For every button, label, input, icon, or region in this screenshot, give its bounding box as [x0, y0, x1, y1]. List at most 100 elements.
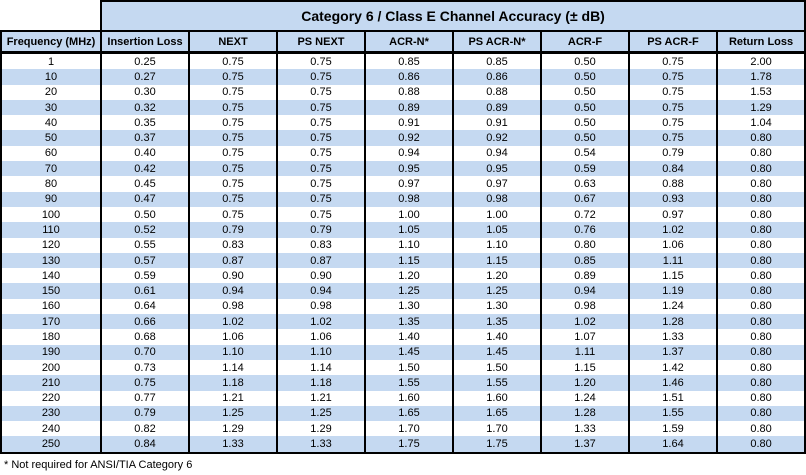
table-cell: 1.02 [188, 314, 278, 330]
table-cell: 0.72 [540, 206, 630, 223]
table-cell: 1.18 [276, 375, 366, 391]
table-cell: 0.35 [100, 115, 190, 131]
table-cell: 1.15 [540, 359, 630, 376]
column-header-ps-acr-n: PS ACR-N* [452, 30, 542, 54]
column-header-acr-n: ACR-N* [364, 30, 454, 54]
table-cell: 0.94 [452, 145, 542, 162]
table-cell: 0.50 [540, 115, 630, 131]
table-cell: 1.33 [188, 436, 278, 454]
table-cell: 1.64 [628, 436, 718, 454]
frequency-cell: 80 [0, 176, 102, 192]
frequency-cell: 150 [0, 283, 102, 299]
table-cell: 0.82 [100, 421, 190, 437]
table-cell: 1.78 [715, 69, 806, 85]
table-cell: 0.88 [452, 84, 542, 100]
table-row: 10 0.27 0.75 0.75 0.86 0.86 0.50 0.75 1.78 [0, 69, 806, 85]
table-cell: 1.29 [715, 99, 806, 116]
table-cell: 0.59 [540, 161, 630, 177]
table-cell: 1.55 [628, 405, 718, 422]
table-row: 190 0.70 1.10 1.10 1.45 1.45 1.11 1.37 0.80 [0, 344, 806, 360]
table-cell: 0.75 [188, 206, 278, 223]
table-cell: 0.75 [628, 69, 718, 85]
table-cell: 0.75 [276, 191, 366, 207]
table-cell: 0.79 [628, 145, 718, 162]
table-cell: 0.87 [276, 252, 366, 269]
frequency-cell: 110 [0, 222, 102, 238]
table-cell: 0.75 [276, 115, 366, 131]
table-cell: 1.25 [452, 283, 542, 299]
table-cell: 1.14 [188, 359, 278, 376]
table-cell: 0.92 [452, 130, 542, 146]
table-cell: 0.79 [188, 222, 278, 238]
table-cell: 1.20 [540, 375, 630, 391]
table-row: 130 0.57 0.87 0.87 1.15 1.15 0.85 1.11 0.80 [0, 252, 806, 269]
table-cell: 1.33 [628, 329, 718, 345]
table-cell: 0.86 [452, 69, 542, 85]
frequency-cell: 20 [0, 84, 102, 100]
table-row: 1 0.25 0.75 0.75 0.85 0.85 0.50 0.75 2.00 [0, 52, 806, 70]
table-cell: 1.07 [540, 329, 630, 345]
table-cell: 0.75 [276, 176, 366, 192]
table-cell: 0.27 [100, 69, 190, 85]
table-cell: 1.11 [540, 344, 630, 360]
table-cell: 1.10 [364, 237, 454, 253]
table-row: 120 0.55 0.83 0.83 1.10 1.10 0.80 1.06 0.80 [0, 237, 806, 253]
table-cell: 0.75 [628, 130, 718, 146]
table-cell: 1.15 [628, 268, 718, 284]
frequency-cell: 130 [0, 252, 102, 269]
table-cell: 0.55 [100, 237, 190, 253]
column-header-frequency-mhz: Frequency (MHz) [0, 30, 102, 54]
table-cell: 1.10 [276, 344, 366, 360]
table-cell: 0.98 [452, 191, 542, 207]
table-row: 180 0.68 1.06 1.06 1.40 1.40 1.07 1.33 0.80 [0, 329, 806, 345]
table-cell: 1.60 [452, 390, 542, 406]
frequency-cell: 240 [0, 421, 102, 437]
table-cell: 1.59 [628, 421, 718, 437]
column-header-ps-next: PS NEXT [276, 30, 366, 54]
table-row: 110 0.52 0.79 0.79 1.05 1.05 0.76 1.02 0.80 [0, 222, 806, 238]
table-cell: 0.54 [540, 145, 630, 162]
table-cell: 0.70 [100, 344, 190, 360]
table-cell: 1.42 [628, 359, 718, 376]
table-cell: 0.83 [188, 237, 278, 253]
table-cell: 0.75 [276, 84, 366, 100]
table-cell: 0.80 [715, 130, 806, 146]
table-cell: 0.75 [628, 99, 718, 116]
table-cell: 0.87 [188, 252, 278, 269]
table-cell: 1.37 [540, 436, 630, 454]
table-row: 150 0.61 0.94 0.94 1.25 1.25 0.94 1.19 0.80 [0, 283, 806, 299]
table-cell: 1.65 [364, 405, 454, 422]
table-cell: 0.88 [364, 84, 454, 100]
table-row: 250 0.84 1.33 1.33 1.75 1.75 1.37 1.64 0.80 [0, 436, 806, 454]
table-cell: 0.80 [715, 329, 806, 345]
table-head: Category 6 / Class E Channel Accuracy (±… [0, 0, 806, 54]
table-cell: 0.80 [715, 222, 806, 238]
table-cell: 0.75 [276, 99, 366, 116]
table-cell: 0.80 [715, 359, 806, 376]
table-cell: 1.29 [188, 421, 278, 437]
table-cell: 0.94 [276, 283, 366, 299]
table-cell: 0.79 [100, 405, 190, 422]
table-cell: 1.06 [188, 329, 278, 345]
table-cell: 0.97 [364, 176, 454, 192]
title-row: Category 6 / Class E Channel Accuracy (±… [1, 0, 806, 32]
table-cell: 1.50 [364, 359, 454, 376]
table-cell: 1.24 [628, 298, 718, 315]
frequency-cell: 40 [0, 115, 102, 131]
table-cell: 0.61 [100, 283, 190, 299]
table-row: 50 0.37 0.75 0.75 0.92 0.92 0.50 0.75 0.80 [0, 130, 806, 146]
table-cell: 0.75 [628, 52, 718, 70]
table-cell: 0.37 [100, 130, 190, 146]
table-cell: 1.05 [452, 222, 542, 238]
table-cell: 1.02 [628, 222, 718, 238]
table-cell: 0.57 [100, 252, 190, 269]
table-cell: 1.53 [715, 84, 806, 100]
table-cell: 0.68 [100, 329, 190, 345]
table-cell: 0.94 [364, 145, 454, 162]
table-row: 210 0.75 1.18 1.18 1.55 1.55 1.20 1.46 0.80 [0, 375, 806, 391]
table-row: 40 0.35 0.75 0.75 0.91 0.91 0.50 0.75 1.04 [0, 115, 806, 131]
table-cell: 0.98 [540, 298, 630, 315]
table-cell: 0.75 [188, 115, 278, 131]
table-cell: 0.32 [100, 99, 190, 116]
table-cell: 1.19 [628, 283, 718, 299]
